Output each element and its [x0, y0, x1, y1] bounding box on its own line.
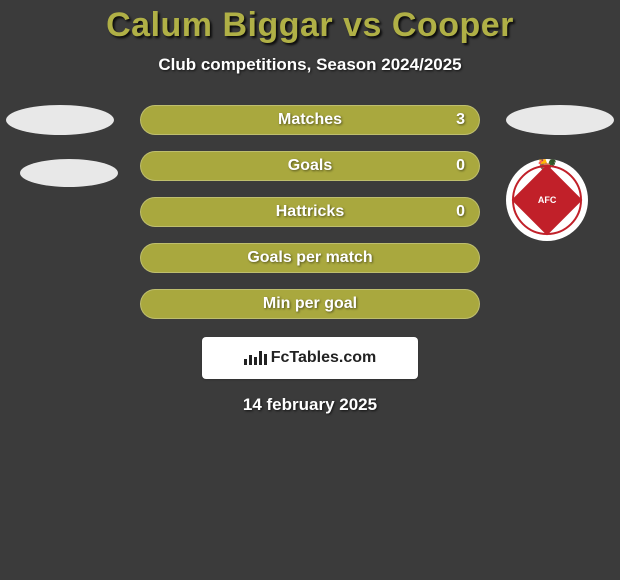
club-badge-ring: AFC — [512, 165, 582, 235]
watermark-text: FcTables.com — [271, 349, 377, 367]
club-badge-text: AFC — [538, 195, 557, 205]
stat-bar-hattricks: Hattricks 0 — [140, 197, 480, 227]
stat-label: Matches — [278, 111, 342, 129]
player2-avatar-placeholder — [506, 105, 614, 135]
player1-avatar-placeholder — [6, 105, 114, 135]
comparison-content: 🐓 AFC Matches 3 Goals 0 Hattricks 0 Goal… — [0, 105, 620, 415]
right-avatars: 🐓 AFC — [506, 105, 614, 241]
club-badge-diamond: AFC — [512, 165, 583, 236]
stat-value: 0 — [456, 203, 465, 221]
stat-bar-matches: Matches 3 — [140, 105, 480, 135]
date-text: 14 february 2025 — [0, 395, 620, 415]
stat-bar-min-per-goal: Min per goal — [140, 289, 480, 319]
stat-value: 0 — [456, 157, 465, 175]
player2-club-badge: 🐓 AFC — [506, 159, 588, 241]
stat-label: Goals per match — [247, 249, 372, 267]
stat-value: 3 — [456, 111, 465, 129]
left-avatars — [6, 105, 118, 211]
stat-label: Hattricks — [276, 203, 344, 221]
stat-bar-goals: Goals 0 — [140, 151, 480, 181]
stat-label: Min per goal — [263, 295, 357, 313]
stat-bar-goals-per-match: Goals per match — [140, 243, 480, 273]
player1-club-placeholder — [20, 159, 118, 187]
stat-label: Goals — [288, 157, 332, 175]
subtitle: Club competitions, Season 2024/2025 — [0, 55, 620, 75]
watermark: FcTables.com — [202, 337, 418, 379]
stat-bars: Matches 3 Goals 0 Hattricks 0 Goals per … — [140, 105, 480, 319]
page-title: Calum Biggar vs Cooper — [0, 0, 620, 45]
chart-icon — [244, 351, 267, 365]
